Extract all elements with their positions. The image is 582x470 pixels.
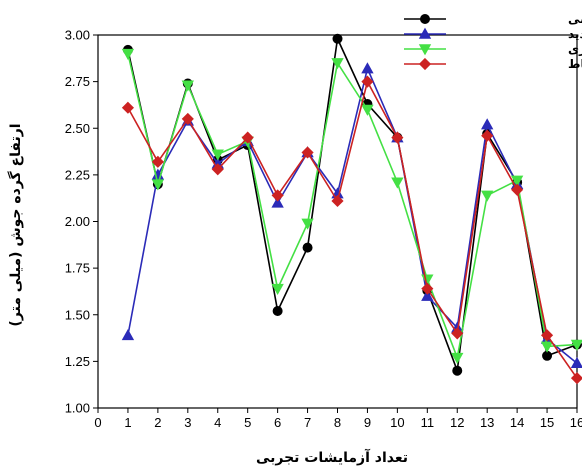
data-point: [151, 155, 164, 168]
legend-entry: تجربی: [404, 12, 582, 26]
x-tick-label: 7: [304, 415, 311, 430]
data-point: [510, 175, 524, 187]
data-point: [511, 183, 524, 196]
y-tick-label: 3.00: [65, 28, 90, 43]
x-tick-label: 6: [274, 415, 281, 430]
data-point: [570, 356, 582, 369]
data-point: [241, 131, 254, 144]
y-axis-title: ارتفاع گرده جوش (میلی متر): [7, 123, 24, 326]
series-4: [121, 75, 582, 385]
legend-label: منطق فازی: [568, 42, 582, 56]
x-tick-label: 15: [540, 415, 554, 430]
data-point: [271, 189, 284, 202]
data-point: [570, 339, 582, 351]
series-line: [127, 79, 578, 379]
data-point: [272, 306, 283, 317]
x-tick-label: 10: [390, 415, 404, 430]
legend-entry: ماشین بردار ارتباط: [404, 57, 582, 71]
data-point: [271, 196, 284, 208]
legend-marker: [418, 27, 432, 39]
data-point: [301, 218, 314, 230]
x-axis-ticks: 0 1 2 3 4 5 6 7 8 9 10 11 12 13 14 15 16: [94, 408, 582, 430]
legend-marker: [419, 13, 430, 24]
series-layer: [121, 33, 582, 385]
data-point: [211, 163, 224, 176]
data-point: [331, 58, 344, 70]
legend-entry: ماشین یادگیری شدید: [404, 27, 582, 41]
legend-label: ماشین بردار ارتباط: [568, 57, 582, 71]
data-point: [452, 365, 463, 376]
data-point: [391, 177, 404, 189]
x-tick-label: 11: [421, 415, 435, 430]
y-tick-label: 2.00: [65, 214, 90, 229]
y-tick-label: 1.75: [65, 261, 90, 276]
series-2: [121, 62, 582, 369]
data-point: [361, 75, 374, 88]
y-tick-label: 2.50: [65, 121, 90, 136]
x-tick-label: 9: [364, 415, 371, 430]
data-point: [181, 80, 194, 92]
x-tick-label: 4: [214, 415, 221, 430]
data-point: [481, 118, 494, 130]
x-tick-label: 2: [154, 415, 161, 430]
x-tick-label: 5: [244, 415, 251, 430]
data-point: [332, 33, 343, 44]
data-point: [421, 289, 434, 301]
data-point: [391, 131, 404, 144]
data-point: [181, 112, 194, 125]
data-point: [302, 242, 313, 253]
x-axis-title: تعداد آزمایشات تجربی: [256, 448, 408, 466]
plot-frame: [97, 34, 578, 409]
data-point: [451, 327, 464, 340]
series-line: [127, 35, 578, 371]
data-point: [301, 146, 314, 159]
x-tick-label: 8: [334, 415, 341, 430]
data-point: [421, 282, 434, 295]
data-point: [331, 194, 344, 208]
data-point: [211, 149, 224, 161]
data-point: [121, 48, 135, 60]
x-tick-label: 12: [450, 415, 464, 430]
legend-entry: منطق فازی: [404, 42, 582, 56]
data-point: [121, 101, 135, 114]
series-line: [127, 66, 578, 364]
data-point: [361, 104, 374, 116]
x-tick-label: 1: [124, 415, 131, 430]
data-point: [481, 190, 494, 202]
x-tick-label: 0: [94, 415, 101, 430]
data-point: [570, 372, 582, 385]
y-tick-label: 2.25: [65, 167, 90, 182]
legend-marker: [418, 44, 432, 56]
series-line: [127, 53, 578, 361]
x-tick-label: 16: [570, 415, 582, 430]
x-tick-label: 14: [510, 415, 524, 430]
plot-border: [97, 34, 578, 409]
data-point: [271, 283, 284, 295]
legend-label: ماشین یادگیری شدید: [568, 27, 582, 41]
data-point: [451, 352, 464, 364]
y-tick-label: 1.25: [65, 354, 90, 369]
y-tick-label: 1.50: [65, 307, 90, 322]
data-point: [540, 341, 554, 353]
legend: تجربیماشین یادگیری شدیدمنطق فازیماشین بر…: [404, 12, 582, 71]
data-point: [540, 329, 554, 342]
y-tick-label: 2.75: [65, 74, 90, 89]
data-point: [361, 62, 374, 74]
data-point: [151, 179, 165, 191]
y-tick-label: 1.00: [65, 401, 90, 416]
data-point: [121, 328, 135, 341]
y-axis-ticks: 1.00 1.25 1.50 1.75 2.00 2.25 2.50 2.75 3.00: [65, 28, 98, 416]
series-3: [121, 48, 582, 364]
x-tick-label: 13: [480, 415, 494, 430]
x-tick-label: 3: [184, 415, 191, 430]
legend-marker: [418, 57, 432, 71]
legend-label: تجربی: [568, 12, 582, 26]
data-point: [481, 129, 494, 142]
